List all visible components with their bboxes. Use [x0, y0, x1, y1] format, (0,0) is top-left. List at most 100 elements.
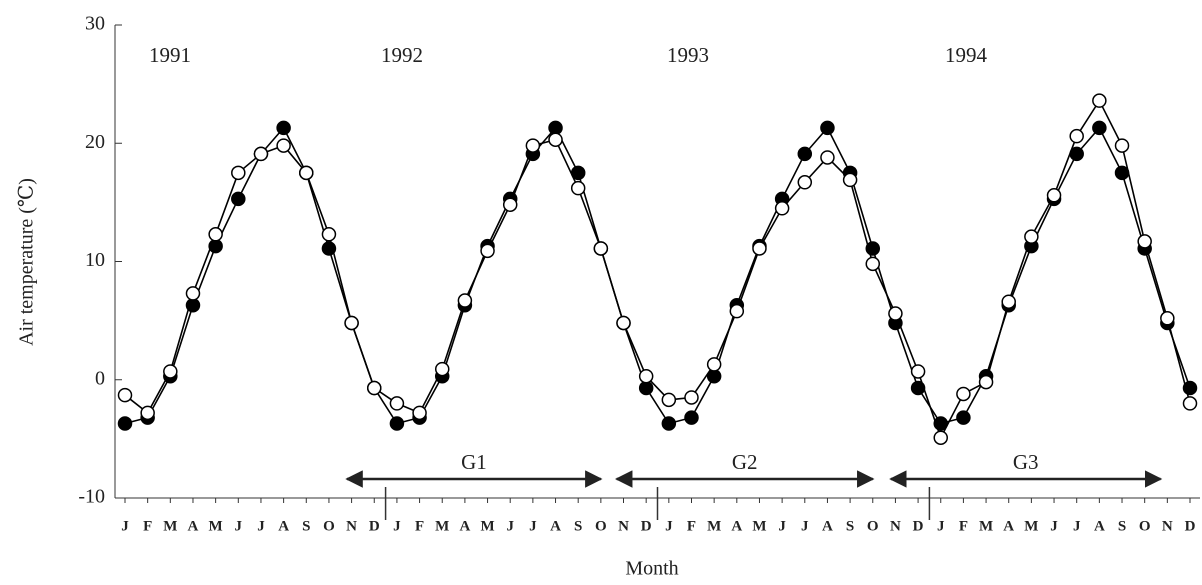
x-tick-label: A — [278, 518, 289, 534]
data-point — [412, 405, 427, 421]
data-point — [797, 175, 813, 190]
data-point — [163, 364, 178, 379]
x-tick-label: J — [121, 518, 129, 534]
series-line — [124, 126, 1191, 425]
data-point — [593, 241, 609, 256]
x-tick-label: M — [163, 518, 177, 534]
x-tick-label: A — [1003, 518, 1014, 534]
data-point — [820, 150, 835, 165]
x-tick-label: M — [752, 518, 766, 534]
x-tick-label: S — [1118, 518, 1126, 534]
period-label-bg — [448, 451, 499, 475]
y-tick-label: 20 — [85, 131, 105, 153]
data-point — [1092, 93, 1107, 108]
x-tick-label: D — [641, 518, 652, 534]
data-point — [276, 120, 291, 136]
data-point — [1024, 229, 1039, 244]
y-tick-label: 0 — [95, 367, 105, 389]
data-point — [1114, 138, 1130, 153]
year-label: 1992 — [381, 43, 423, 67]
data-point — [638, 368, 654, 384]
period-label: G1 — [461, 450, 487, 474]
data-point — [389, 396, 405, 411]
data-point — [684, 390, 699, 405]
period-label: G3 — [1013, 450, 1039, 474]
data-point — [865, 256, 881, 272]
y-tick-label: -10 — [78, 486, 105, 508]
x-tick-label: D — [369, 518, 380, 534]
period-label-bg — [1000, 451, 1051, 475]
data-point — [434, 361, 450, 377]
x-tick-label: J — [665, 518, 673, 534]
x-tick-label: A — [188, 518, 199, 534]
x-tick-label: M — [209, 518, 223, 534]
data-point — [842, 172, 858, 188]
year-label: 1993 — [667, 43, 709, 67]
x-tick-label: F — [687, 518, 696, 534]
year-label: 1991 — [149, 43, 191, 67]
period-label: G2 — [732, 450, 758, 474]
data-point — [548, 120, 563, 136]
data-point — [389, 416, 405, 431]
data-point — [276, 138, 291, 153]
x-tick-label: A — [459, 518, 470, 534]
data-point — [253, 146, 269, 162]
data-point — [616, 315, 631, 331]
data-point — [321, 227, 337, 242]
data-point — [117, 416, 133, 431]
y-tick-label: 30 — [85, 13, 105, 35]
data-point — [638, 380, 654, 396]
x-tick-label: J — [393, 518, 401, 534]
data-point — [661, 392, 677, 408]
y-tick-label: 10 — [85, 249, 105, 271]
data-point — [1069, 128, 1084, 144]
x-tick-label: N — [1162, 518, 1173, 534]
data-point — [684, 410, 699, 425]
data-point — [231, 165, 246, 181]
x-tick-label: O — [1139, 518, 1151, 534]
data-point — [344, 315, 359, 331]
x-tick-label: D — [913, 518, 924, 534]
x-tick-label: O — [595, 518, 607, 534]
x-tick-label: S — [574, 518, 582, 534]
x-tick-label: F — [959, 518, 968, 534]
x-tick-label: O — [323, 518, 335, 534]
data-point — [185, 286, 201, 301]
data-point — [978, 374, 994, 390]
data-point — [1160, 311, 1175, 326]
data-point — [299, 165, 314, 181]
x-tick-label: J — [529, 518, 537, 534]
data-point — [956, 386, 971, 402]
x-tick-label: J — [506, 518, 514, 534]
x-tick-label: J — [1073, 518, 1081, 534]
data-point — [117, 387, 133, 403]
x-tick-label: F — [415, 518, 424, 534]
data-point — [525, 138, 541, 153]
x-tick-label: A — [731, 518, 742, 534]
x-tick-label: M — [1024, 518, 1038, 534]
x-axis-label: Month — [625, 558, 678, 580]
data-point — [457, 293, 473, 308]
x-tick-label: N — [618, 518, 629, 534]
data-point — [729, 303, 745, 319]
x-tick-label: J — [778, 518, 786, 534]
data-point — [661, 416, 677, 431]
x-tick-label: M — [435, 518, 449, 534]
x-tick-label: M — [480, 518, 494, 534]
data-point — [752, 241, 767, 256]
data-point — [1001, 294, 1016, 309]
x-tick-label: A — [1094, 518, 1105, 534]
data-point — [956, 410, 971, 425]
data-point — [774, 201, 790, 216]
x-tick-label: M — [979, 518, 993, 534]
data-point — [1137, 234, 1152, 249]
x-tick-label: S — [846, 518, 854, 534]
x-tick-label: J — [257, 518, 265, 534]
x-tick-label: N — [346, 518, 357, 534]
data-point — [706, 357, 722, 372]
data-point — [480, 243, 495, 259]
data-point — [1092, 120, 1107, 136]
x-tick-label: A — [822, 518, 833, 534]
data-point — [797, 146, 813, 162]
